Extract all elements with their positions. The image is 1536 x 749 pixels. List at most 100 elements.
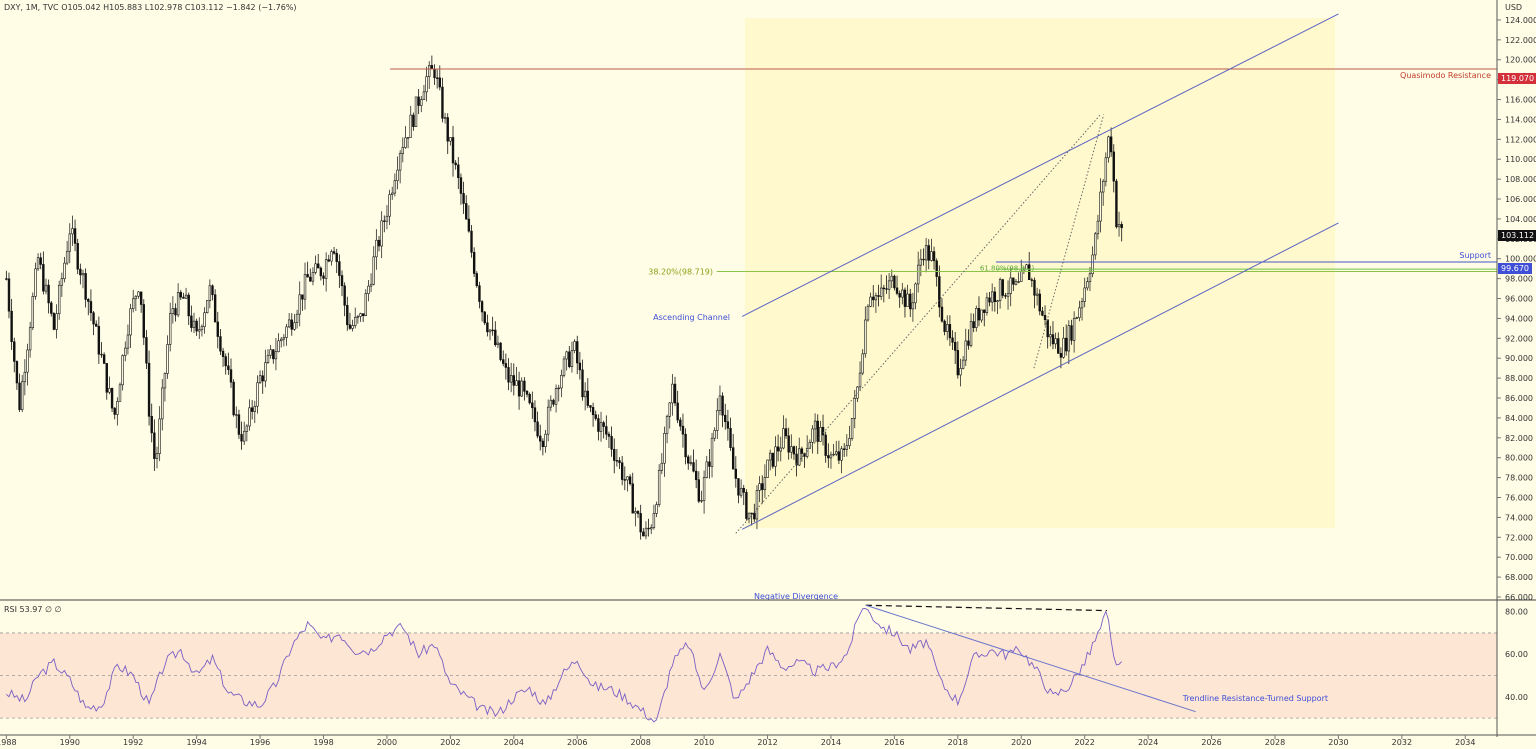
candle-body xyxy=(269,349,272,356)
candle-body xyxy=(494,329,497,346)
candle-body xyxy=(1086,281,1089,289)
price-tick-label: 70.000 xyxy=(1505,553,1533,562)
candle-body xyxy=(277,340,280,352)
candle-body xyxy=(874,295,878,301)
candle-body xyxy=(700,500,703,502)
header-symbol: DXY, 1M, TVC O105.042 H105.883 L102.978 … xyxy=(4,3,297,12)
candle-body xyxy=(124,347,127,356)
candle-body xyxy=(1054,338,1057,345)
rsi-band-fill xyxy=(0,632,1497,719)
candle-body xyxy=(95,323,98,327)
candle-body xyxy=(87,299,90,302)
candle-body xyxy=(626,476,629,481)
candle-body xyxy=(885,288,888,290)
price-tick-label: 78.000 xyxy=(1505,474,1533,483)
candle-body xyxy=(731,447,735,470)
candle-body xyxy=(679,419,682,427)
candle-body xyxy=(1075,317,1078,319)
candle-body xyxy=(816,420,819,442)
candle-body xyxy=(805,448,809,457)
candle-body xyxy=(383,220,386,222)
candle-body xyxy=(866,305,870,321)
candle-body xyxy=(5,278,8,280)
candle-body xyxy=(1030,279,1034,281)
candle-body xyxy=(364,293,367,316)
time-tick-label: 2026 xyxy=(1201,738,1221,747)
candle-body xyxy=(761,483,764,490)
candle-body xyxy=(84,273,87,300)
candle-body xyxy=(348,324,352,329)
candle-body xyxy=(946,324,949,332)
time-tick-label: 2014 xyxy=(821,738,841,747)
time-tick-label: 1996 xyxy=(250,738,270,747)
rsi-header: RSI 53.97 ∅ ∅ xyxy=(4,605,62,614)
price-tick-label: 68.000 xyxy=(1505,573,1533,582)
candle-body xyxy=(1101,180,1105,193)
candle-body xyxy=(216,321,219,337)
divergence-line xyxy=(865,604,1107,612)
rsi-tick-label: 80.00 xyxy=(1505,608,1528,617)
candle-body xyxy=(50,302,53,314)
candle-body xyxy=(451,137,455,164)
candle-body xyxy=(790,446,793,453)
candle-body xyxy=(203,312,206,327)
candle-body xyxy=(1012,277,1015,285)
candle-body xyxy=(554,388,558,405)
candle-body xyxy=(499,342,502,360)
candle-body xyxy=(34,268,37,297)
candle-body xyxy=(977,308,981,321)
candle-body xyxy=(163,373,167,389)
candle-body xyxy=(258,375,262,384)
candle-body xyxy=(44,284,48,292)
candle-body xyxy=(428,65,431,77)
candle-body xyxy=(742,487,745,493)
candle-body xyxy=(623,479,627,481)
candle-body xyxy=(89,301,93,314)
candle-body xyxy=(454,162,457,166)
candle-body xyxy=(520,380,523,397)
candle-body xyxy=(824,434,827,456)
candle-body xyxy=(734,468,738,479)
currency-label: USD xyxy=(1505,3,1523,12)
candle-body xyxy=(618,460,621,464)
candle-body xyxy=(544,433,547,448)
candle-body xyxy=(195,320,198,332)
candle-body xyxy=(23,371,27,383)
candle-body xyxy=(132,298,135,309)
candle-body xyxy=(803,453,806,457)
candle-body xyxy=(1006,293,1010,297)
time-tick-label: 1998 xyxy=(313,738,333,747)
candle-body xyxy=(517,380,521,397)
price-tick-label: 92.000 xyxy=(1505,334,1533,343)
candle-body xyxy=(155,453,159,459)
candle-body xyxy=(351,325,354,329)
price-tick-label: 110.000 xyxy=(1505,155,1536,164)
candle-body xyxy=(916,264,920,285)
candle-body xyxy=(739,487,743,496)
candle-body xyxy=(898,293,901,298)
candle-body xyxy=(631,483,634,514)
candle-body xyxy=(998,279,1002,301)
candle-body xyxy=(528,393,531,404)
candle-body xyxy=(922,258,925,261)
candle-body xyxy=(129,308,132,336)
time-tick-label: 2020 xyxy=(1011,738,1031,747)
candle-body xyxy=(1096,220,1100,235)
candle-body xyxy=(935,260,938,277)
candle-body xyxy=(245,425,249,432)
candle-body xyxy=(433,68,436,79)
candle-body xyxy=(850,418,854,439)
candle-body xyxy=(864,319,867,355)
price-tick-label: 114.000 xyxy=(1505,115,1536,124)
candle-body xyxy=(525,390,529,395)
candle-body xyxy=(264,362,267,382)
candle-body xyxy=(509,375,513,383)
candle-body xyxy=(406,137,410,139)
candle-body xyxy=(100,353,103,356)
candle-body xyxy=(708,461,711,467)
candle-body xyxy=(924,245,928,261)
candle-body xyxy=(1088,273,1092,283)
candle-body xyxy=(589,405,592,408)
